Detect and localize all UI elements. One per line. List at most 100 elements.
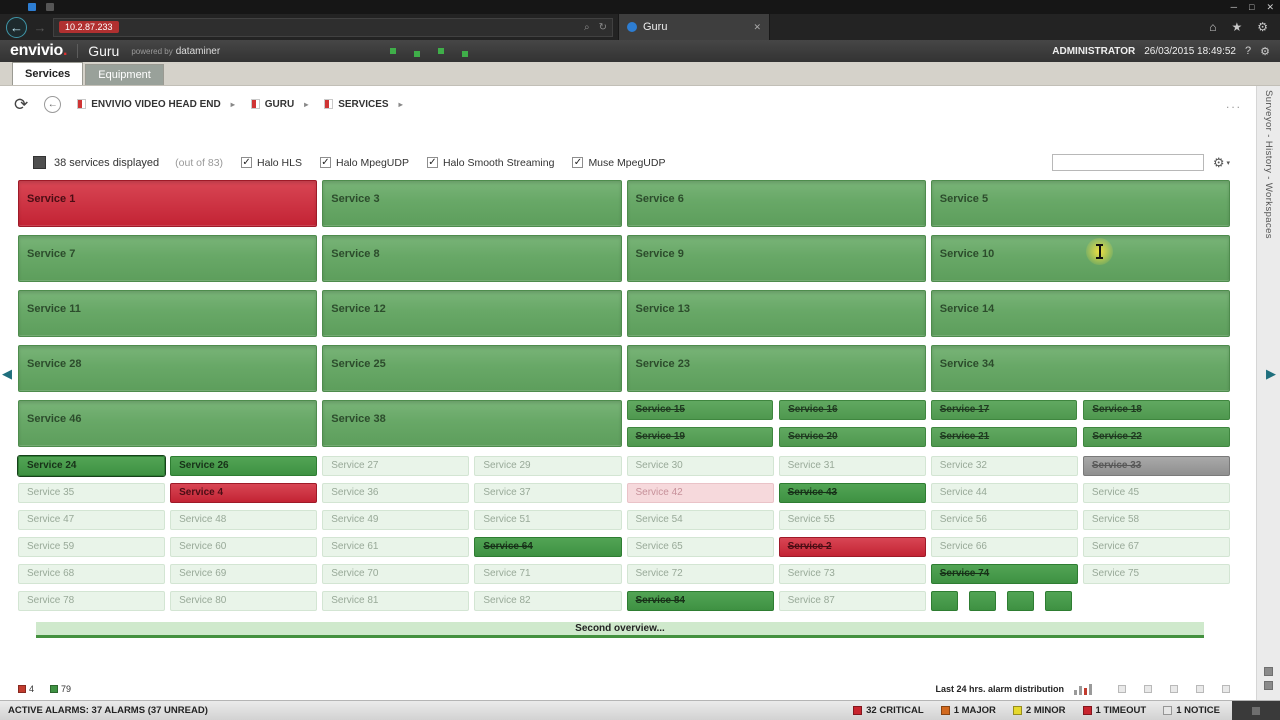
gear-icon[interactable]: ⚙ — [1260, 45, 1270, 58]
corner-icon[interactable] — [1252, 706, 1260, 715]
service-tile[interactable]: Service 82 — [474, 591, 622, 611]
home-icon[interactable]: ⌂ — [1209, 20, 1217, 34]
refresh-icon[interactable]: ⟳ — [14, 94, 29, 114]
service-tile[interactable]: Service 5 — [930, 180, 1230, 227]
mini-service-tile[interactable] — [968, 591, 996, 611]
checkbox-icon[interactable]: ✓ — [241, 157, 253, 168]
service-tile[interactable]: Service 48 — [170, 510, 318, 530]
service-tile[interactable]: Service 1 — [18, 180, 318, 227]
service-tile[interactable]: Service 32 — [930, 456, 1078, 476]
service-tile[interactable]: Service 80 — [170, 591, 318, 611]
service-tile[interactable]: Service 78 — [18, 591, 166, 611]
service-tile[interactable]: Service 29 — [474, 456, 622, 476]
service-tile[interactable]: Service 43 — [778, 483, 926, 503]
service-tile[interactable]: Service 84 — [626, 591, 774, 611]
search-input[interactable] — [1051, 154, 1204, 171]
service-tile[interactable]: Service 81 — [322, 591, 470, 611]
tools-icon[interactable]: ⚙ — [1257, 20, 1268, 34]
previous-page-arrow[interactable]: ◀ — [2, 366, 12, 381]
service-tile[interactable]: Service 26 — [170, 456, 318, 476]
service-tile[interactable]: Service 21 — [930, 427, 1078, 447]
service-tile[interactable]: Service 18 — [1083, 400, 1230, 420]
address-bar[interactable]: 10.2.87.233 ⌕ ↻ — [53, 17, 613, 37]
filter-settings-gear-icon[interactable]: ⚙ — [1212, 154, 1225, 170]
breadcrumb-item-headend[interactable]: ENVIVIO VIDEO HEAD END ▸ — [77, 99, 235, 110]
checkbox-icon[interactable]: ✓ — [320, 157, 331, 168]
service-tile[interactable]: Service 60 — [170, 537, 318, 557]
checkbox-halo-smooth-streaming[interactable]: ✓ Halo Smooth Streaming — [426, 156, 555, 169]
service-tile[interactable]: Service 58 — [1082, 510, 1230, 530]
service-tile[interactable]: Service 16 — [779, 400, 926, 420]
service-tile[interactable]: Service 70 — [322, 564, 470, 584]
service-tile[interactable]: Service 44 — [930, 483, 1078, 503]
breadcrumb-item-services[interactable]: SERVICES ▸ — [324, 99, 403, 110]
service-tile[interactable]: Service 61 — [322, 537, 470, 557]
service-tile[interactable]: Service 17 — [930, 400, 1078, 420]
mini-service-tile[interactable] — [1044, 591, 1072, 611]
service-tile[interactable]: Service 49 — [322, 510, 470, 530]
tab-services[interactable]: Services — [12, 62, 84, 85]
service-tile[interactable]: Service 45 — [1082, 483, 1230, 503]
service-tile[interactable]: Service 68 — [18, 564, 166, 584]
service-tile[interactable]: Service 33 — [1082, 456, 1230, 476]
service-tile[interactable]: Service 35 — [18, 483, 166, 503]
service-tile[interactable]: Service 65 — [626, 537, 774, 557]
service-tile[interactable]: Service 55 — [778, 510, 926, 530]
browser-back-button[interactable]: ← — [6, 16, 27, 38]
service-tile[interactable]: Service 74 — [930, 564, 1078, 584]
panel-icon[interactable] — [1170, 685, 1178, 693]
help-icon[interactable]: ? — [1245, 45, 1252, 57]
service-tile[interactable]: Service 23 — [626, 345, 926, 392]
service-tile[interactable]: Service 28 — [18, 345, 318, 392]
active-alarms-label[interactable]: ACTIVE ALARMS: 37 ALARMS (37 UNREAD) — [8, 705, 208, 716]
service-tile[interactable]: Service 13 — [626, 290, 926, 337]
service-tile[interactable]: Service 73 — [778, 564, 926, 584]
workspaces-vertical-label[interactable]: Surveyor - History - Workspaces — [1263, 90, 1274, 239]
service-tile[interactable]: Service 2 — [778, 537, 926, 557]
mini-service-tile[interactable] — [930, 591, 958, 611]
service-tile[interactable]: Service 71 — [474, 564, 622, 584]
dropdown-arrow-icon[interactable]: ▾ — [1226, 159, 1230, 167]
service-tile[interactable]: Service 11 — [18, 290, 318, 337]
more-options-icon[interactable]: ... — [1225, 97, 1242, 111]
service-tile[interactable]: Service 25 — [322, 345, 622, 392]
service-tile[interactable]: Service 7 — [18, 235, 318, 282]
service-tile[interactable]: Service 19 — [626, 427, 774, 447]
back-icon[interactable]: ← — [44, 95, 62, 113]
service-tile[interactable]: Service 87 — [778, 591, 926, 611]
service-tile[interactable]: Service 34 — [930, 345, 1230, 392]
service-tile[interactable]: Service 8 — [322, 235, 622, 282]
panel-toggle-icon[interactable] — [1264, 681, 1273, 690]
second-overview-bar[interactable]: Second overview... — [36, 622, 1204, 638]
service-tile[interactable]: Service 56 — [930, 510, 1078, 530]
service-tile[interactable]: Service 37 — [474, 483, 622, 503]
service-tile[interactable]: Service 47 — [18, 510, 166, 530]
service-tile[interactable]: Service 64 — [474, 537, 622, 557]
mini-service-tile[interactable] — [1006, 591, 1034, 611]
service-tile[interactable]: Service 15 — [626, 400, 774, 420]
checkbox-muse-mpegudp[interactable]: ✓ Muse MpegUDP — [572, 156, 666, 169]
service-tile[interactable]: Service 12 — [322, 290, 622, 337]
restore-button[interactable]: □ — [1249, 2, 1255, 12]
service-tile[interactable]: Service 24 — [16, 455, 167, 477]
close-window-button[interactable]: ✕ — [1266, 2, 1274, 12]
service-tile[interactable]: Service 42 — [626, 483, 774, 503]
checkbox-halo-mpegudp[interactable]: ✓ Halo MpegUDP — [320, 156, 409, 169]
tab-equipment[interactable]: Equipment — [85, 64, 164, 85]
service-tile[interactable]: Service 10 — [930, 235, 1230, 282]
service-tile[interactable]: Service 4 — [170, 483, 318, 503]
panel-icon[interactable] — [1144, 685, 1152, 693]
browser-tab-guru[interactable]: Guru ✕ — [618, 14, 770, 40]
checkbox-icon[interactable]: ✓ — [426, 157, 438, 168]
service-tile[interactable]: Service 51 — [474, 510, 622, 530]
service-tile[interactable]: Service 6 — [626, 180, 926, 227]
service-tile[interactable]: Service 66 — [930, 537, 1078, 557]
service-tile[interactable]: Service 67 — [1082, 537, 1230, 557]
service-tile[interactable]: Service 9 — [626, 235, 926, 282]
service-tile[interactable]: Service 30 — [626, 456, 774, 476]
panel-icon[interactable] — [1196, 685, 1204, 693]
minimize-button[interactable]: ─ — [1230, 2, 1238, 12]
service-tile[interactable]: Service 36 — [322, 483, 470, 503]
browser-forward-button[interactable]: → — [33, 19, 47, 35]
refresh-page-icon[interactable]: ↻ — [598, 21, 607, 33]
